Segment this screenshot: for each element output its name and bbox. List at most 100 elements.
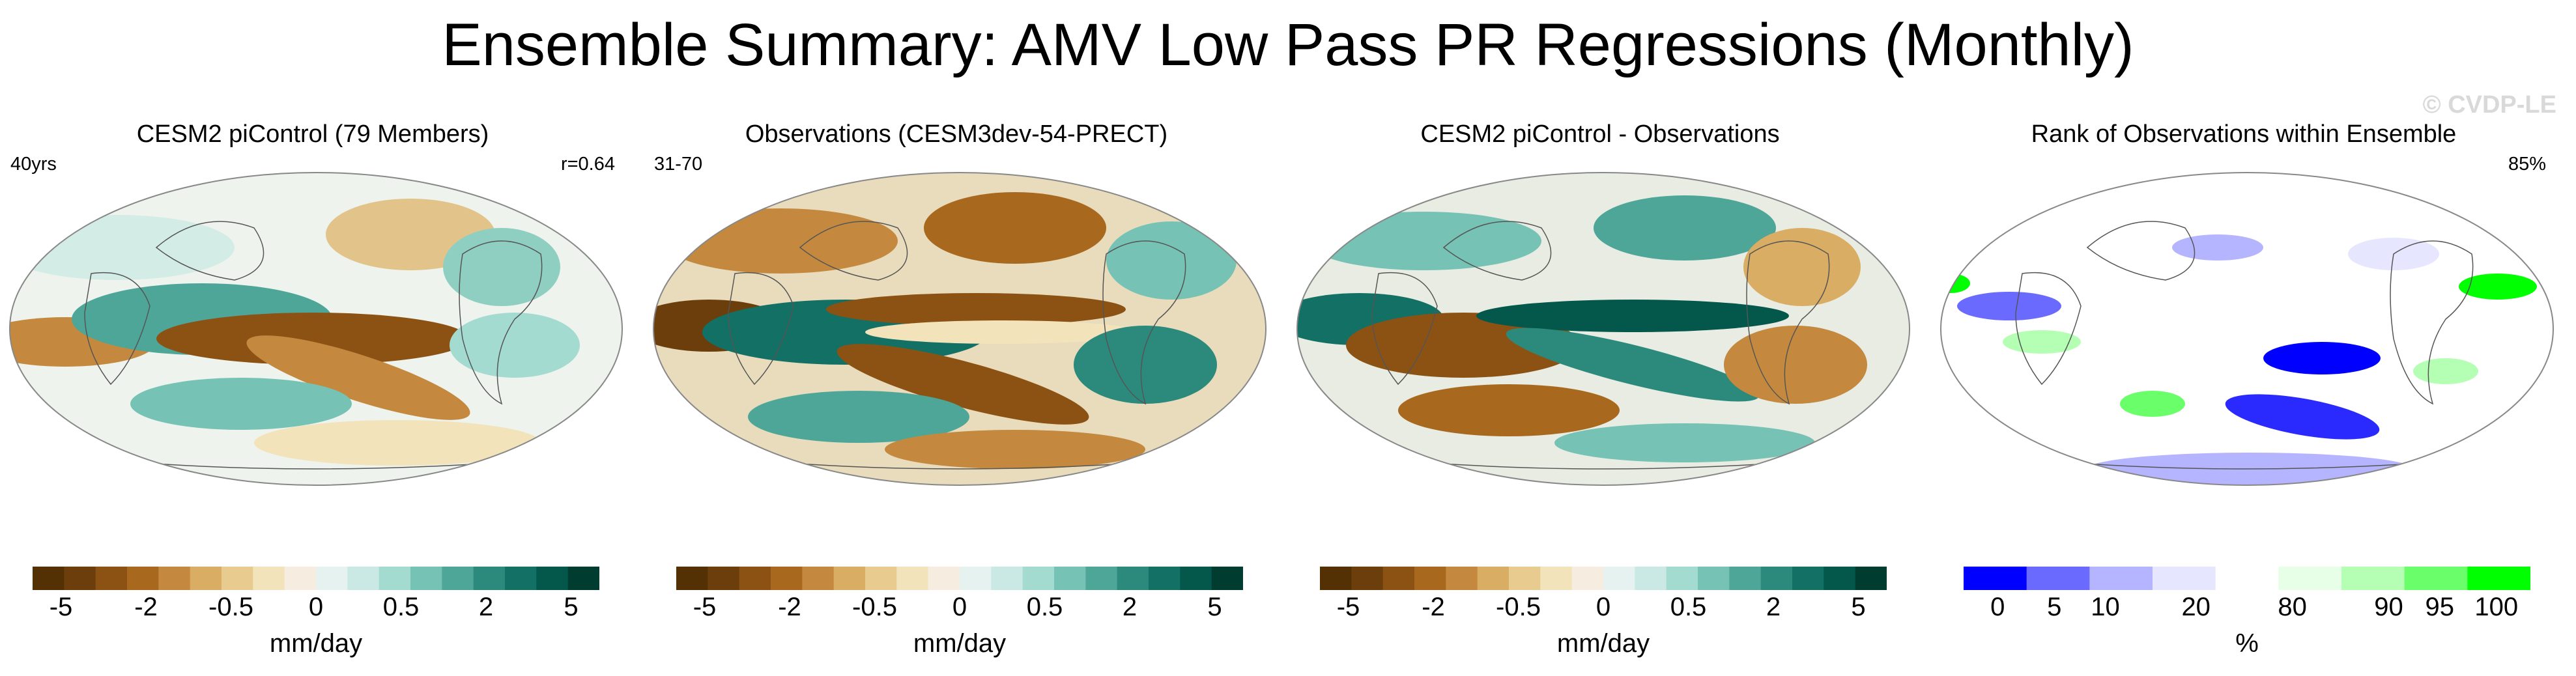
field-blob <box>2225 394 2380 440</box>
map-outline <box>1296 172 1910 486</box>
colorbar-box <box>1351 567 1384 590</box>
colorbar-box <box>2089 567 2153 590</box>
panel-right-note: r=0.64 <box>560 154 615 175</box>
colorbar-box <box>2215 567 2279 590</box>
field-blob <box>1506 328 1760 402</box>
coastline <box>155 221 265 281</box>
colorbar-units: mm/day <box>269 629 363 658</box>
field-blob <box>1074 326 1217 404</box>
colorbar: 0 5 10 20 80 90 95 100 % <box>1964 567 2530 658</box>
colorbar-tick-label: 0.5 <box>1670 593 1707 621</box>
colorbar-box <box>833 567 866 590</box>
colorbar-tick-label: 80 <box>2278 593 2307 621</box>
colorbar-tick-label: 5 <box>1851 593 1866 621</box>
panel-left-note: 31-70 <box>654 154 703 175</box>
coastline <box>780 462 1146 470</box>
coastline <box>84 272 150 386</box>
field-blob <box>1957 292 2061 320</box>
field-blob <box>10 215 235 280</box>
coastline <box>1371 272 1438 386</box>
colorbar-tick-label: -5 <box>693 593 717 621</box>
colorbar-box <box>676 567 708 590</box>
colorbar-tick-label: 5 <box>1207 593 1222 621</box>
colorbar-tick-label: 0 <box>308 593 324 621</box>
colorbar-box <box>1022 567 1055 590</box>
colorbar-tick-label: 2 <box>478 593 494 621</box>
colorbar-box <box>2404 567 2468 590</box>
colorbar-box <box>442 567 474 590</box>
colorbar-box <box>1477 567 1510 590</box>
coastline <box>2390 240 2474 405</box>
colorbar-box <box>1571 567 1604 590</box>
colorbar-tick-label: 0 <box>1596 593 1611 621</box>
field-blob <box>1594 195 1776 261</box>
colorbar-box <box>379 567 411 590</box>
panel-observations: Observations (CESM3dev-54-PRECT) 31-70 -… <box>644 117 1269 664</box>
colorbar-box <box>1446 567 1478 590</box>
colorbar-box <box>1540 567 1573 590</box>
colorbar-box <box>991 567 1023 590</box>
panel-difference: CESM2 piControl - Observations -5 -2 -0.5 0… <box>1287 117 1913 664</box>
panel-title: CESM2 piControl (79 Members) <box>136 120 489 148</box>
colorbar-tick-label: -2 <box>778 593 801 621</box>
colorbar-tick-label: 95 <box>2425 593 2455 621</box>
colorbar-box <box>222 567 253 590</box>
field-blob <box>1307 212 1541 270</box>
colorbar-tick-label: -2 <box>134 593 158 621</box>
colorbar-box <box>739 567 771 590</box>
colorbar-box <box>2467 567 2530 590</box>
colorbar-tick-label: -0.5 <box>852 593 897 621</box>
colorbar-box <box>1320 567 1352 590</box>
field-blob <box>1743 228 1861 306</box>
coastline <box>1442 221 1552 281</box>
figure-title: Ensemble Summary: AMV Low Pass PR Regres… <box>442 12 2134 78</box>
colorbar: -5 -2 -0.5 0 0.5 2 5 mm/day <box>1320 567 1887 658</box>
colorbar-tick-label: -0.5 <box>1496 593 1541 621</box>
field-blob <box>1554 423 1815 462</box>
colorbar-tick-label: -0.5 <box>208 593 253 621</box>
field-blob <box>865 320 1139 344</box>
field-blob <box>1106 221 1237 300</box>
colorbar-tick-label: -5 <box>49 593 73 621</box>
colorbar-box <box>284 567 317 590</box>
colorbar-box <box>410 567 442 590</box>
colorbar-box <box>708 567 740 590</box>
colorbar-boxes <box>676 567 1243 590</box>
map-observations <box>653 172 1267 486</box>
colorbar-box <box>1054 567 1086 590</box>
coastline <box>2067 462 2433 470</box>
field-blob <box>2003 330 2081 354</box>
field-blob <box>837 344 1089 425</box>
colorbar: -5 -2 -0.5 0 0.5 2 5 mm/day <box>676 567 1243 658</box>
colorbar-box <box>928 567 960 590</box>
colorbar-box <box>1117 567 1149 590</box>
panel-left-note: 40yrs <box>10 154 57 175</box>
colorbar-tick-label: 100 <box>2474 593 2519 621</box>
colorbar-box <box>64 567 96 590</box>
colorbar-box <box>316 567 348 590</box>
colorbar-box <box>567 567 599 590</box>
colorbar-box <box>1085 567 1118 590</box>
colorbar-box <box>1603 567 1635 590</box>
colorbar-box <box>1698 567 1730 590</box>
colorbar-units: % <box>2235 629 2259 658</box>
field-blob <box>450 313 580 378</box>
colorbar-tick-label: 2 <box>1766 593 1781 621</box>
field-blob <box>924 192 1106 264</box>
field-blob <box>1398 384 1620 436</box>
colorbar-box <box>1382 567 1415 590</box>
field-blob <box>254 420 541 466</box>
field-blob <box>885 430 1145 469</box>
colorbar-box <box>1729 567 1762 590</box>
panel-rank: Rank of Observations within Ensemble 85%… <box>1931 117 2556 664</box>
field-blob <box>2263 342 2381 374</box>
colorbar-tick-label: 10 <box>2091 593 2120 621</box>
coastline <box>459 240 543 405</box>
panel-title: CESM2 piControl - Observations <box>1420 120 1780 148</box>
colorbar-box <box>1824 567 1856 590</box>
coastline <box>136 462 502 470</box>
colorbar: -5 -2 -0.5 0 0.5 2 5 mm/day <box>33 567 599 658</box>
map-outline <box>1940 172 2554 486</box>
field-blob <box>826 293 1126 326</box>
colorbar-box <box>896 567 929 590</box>
